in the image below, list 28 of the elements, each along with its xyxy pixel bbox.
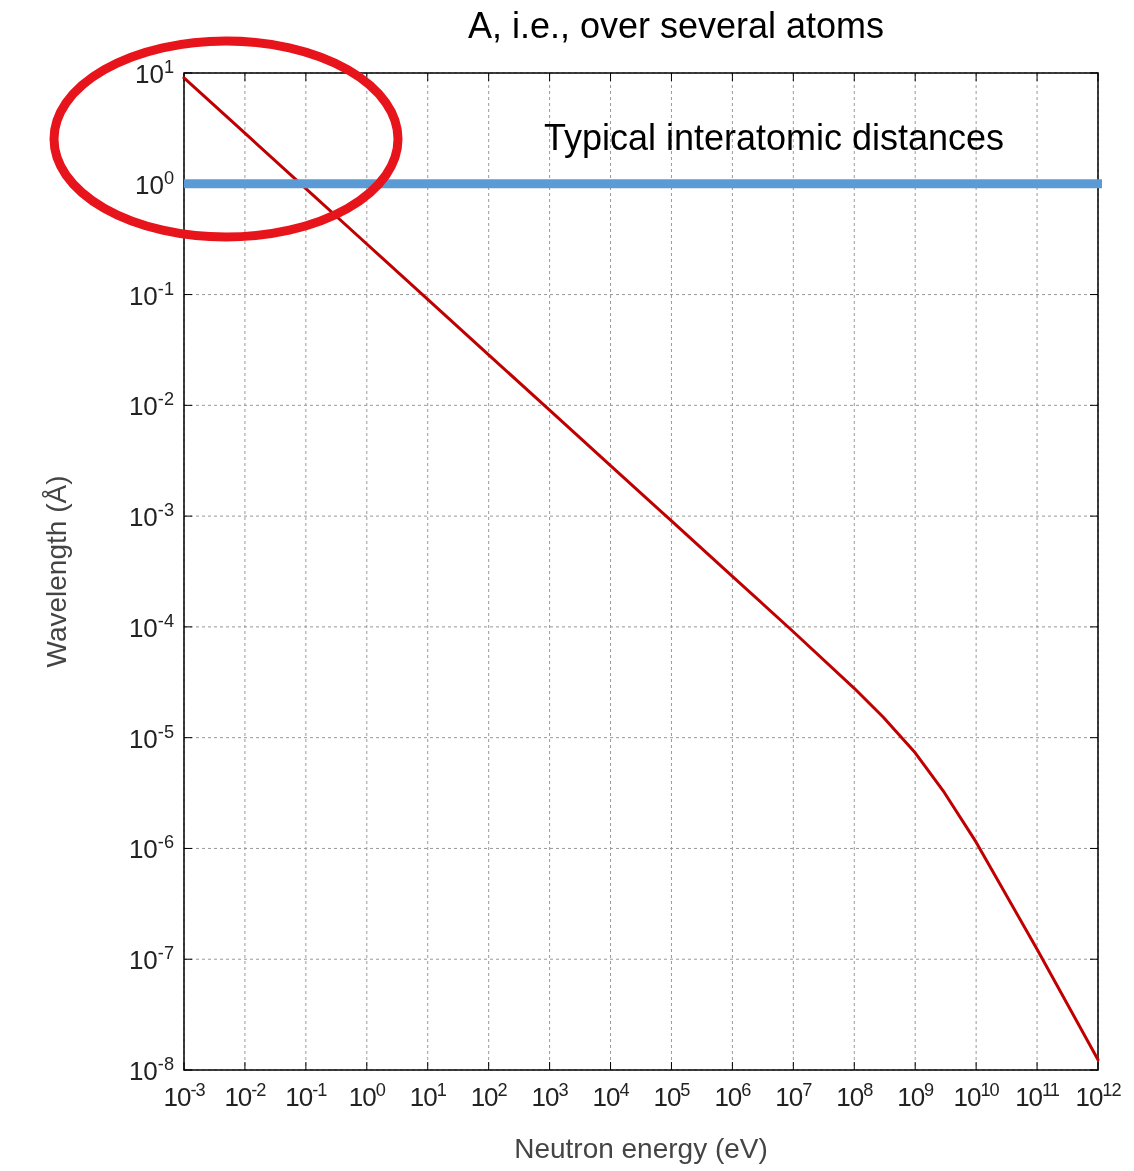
y-tick-label: 10$^{0}$ (134, 167, 174, 200)
y-axis-title: Wavelength (Å) (41, 475, 72, 668)
x-tick-label: 10$^{9}$ (897, 1080, 935, 1112)
x-tick-label: 10$^{3}$ (531, 1080, 569, 1112)
y-tick-label: 10$^{-1}$ (128, 278, 174, 311)
y-tick-label: 10$^{-7}$ (128, 943, 174, 976)
x-tick-label: 10$^{1}$ (409, 1080, 447, 1112)
y-tick-label: 10$^{1}$ (134, 57, 174, 89)
x-tick-label: 10$^{5}$ (653, 1080, 691, 1112)
x-tick-label: 10$^{8}$ (836, 1080, 874, 1112)
y-tick-label: 10$^{-5}$ (128, 721, 174, 754)
x-tick-label: 10$^{4}$ (592, 1080, 630, 1112)
x-tick-label: 10$^{12}$ (1075, 1080, 1122, 1112)
x-tick-label: 10$^{6}$ (714, 1080, 752, 1112)
y-tick-label: 10$^{-6}$ (128, 832, 174, 865)
y-tick-label: 10$^{-2}$ (128, 389, 174, 422)
x-tick-label: 10$^{11}$ (1015, 1080, 1060, 1112)
x-axis-title: Neutron energy (eV) (514, 1133, 768, 1164)
ref-line-label: Typical interatomic distances (543, 116, 1005, 158)
x-tick-label: 10$^{0}$ (348, 1080, 386, 1112)
text: A, i.e., over several atoms (467, 5, 885, 46)
x-tick-label: 10$^{2}$ (470, 1080, 508, 1112)
x-tick-label: 10$^{10}$ (953, 1080, 1000, 1112)
y-tick-label: 10$^{-3}$ (128, 500, 174, 533)
x-tick-label: 10$^{7}$ (775, 1080, 813, 1112)
y-tick-label: 10$^{-4}$ (128, 610, 174, 643)
x-tick-label: 10$^{-1}$ (285, 1080, 328, 1112)
x-tick-label: 10$^{-2}$ (224, 1080, 267, 1112)
